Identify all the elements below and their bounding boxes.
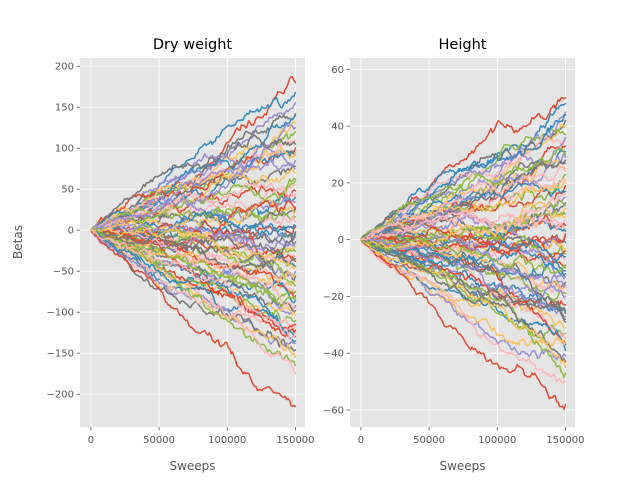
height-series-line [360, 238, 567, 384]
height-series-line [360, 238, 567, 411]
height-y-tick-label: −60 [323, 405, 344, 416]
height-y-tick-label: 20 [331, 178, 344, 189]
dry-weight-series-line [90, 229, 297, 304]
dry-weight-y-tick-label: −150 [47, 349, 74, 360]
height-series-line [360, 193, 567, 244]
height-series-line [360, 238, 567, 347]
height-y-tick-label: 40 [331, 122, 344, 133]
height-series-line [360, 166, 567, 241]
dry-weight-series-line [90, 229, 297, 343]
dry-weight-title: Dry weight [153, 37, 233, 53]
height-y-tick-label: −20 [323, 292, 344, 303]
dry-weight-series-line [90, 229, 297, 352]
dry-weight-series-line [90, 134, 297, 232]
height-series-line [360, 238, 567, 315]
height-series-line [360, 237, 567, 274]
height-series-line [360, 238, 567, 312]
dry-weight-series-line [90, 182, 297, 231]
height-y-tick-label: 60 [331, 65, 344, 76]
height-series-line [360, 238, 567, 321]
height-series-line [360, 238, 567, 267]
dry-weight-y-tick-label: 150 [55, 103, 74, 114]
dry-weight-x-tick-label: 50000 [143, 435, 175, 446]
dry-weight-x-axis-label: Sweeps [169, 459, 215, 473]
height-series-line [360, 209, 567, 242]
dry-weight-series-line [90, 206, 297, 234]
height-x-tick-label: 100000 [478, 435, 516, 446]
dry-weight-y-tick-label: −50 [53, 267, 74, 278]
dry-weight-y-tick-label: −200 [47, 390, 74, 401]
dry-weight-x-tick-label: 150000 [276, 435, 314, 446]
height-x-tick-label: 150000 [546, 435, 584, 446]
height-x-tick-label: 0 [358, 435, 364, 446]
height-series-line [360, 202, 567, 241]
dry-weight-series-line [90, 226, 297, 310]
height-series [360, 96, 567, 411]
dry-weight-series-line [90, 159, 297, 231]
dry-weight-series-line [90, 229, 297, 289]
dry-weight-series-line [90, 102, 297, 231]
dry-weight-series-line [90, 225, 297, 270]
height-ticks: 0 50000 100000 150000 −60 −40 −20 0 20 40 60 [323, 65, 585, 446]
dry-weight-series-line [90, 229, 297, 375]
dry-weight-x-tick-label: 0 [88, 435, 94, 446]
dry-weight-y-tick-label: 200 [55, 62, 74, 73]
height-series-line [360, 234, 567, 288]
dry-weight-y-tick-label: 0 [68, 226, 74, 237]
height-x-tick-label: 50000 [413, 435, 445, 446]
dry-weight-series-line [90, 228, 297, 307]
dry-weight-x-tick-label: 100000 [208, 435, 246, 446]
height-y-tick-label: −40 [323, 349, 344, 360]
dry-weight-y-tick-label: 50 [61, 185, 74, 196]
dry-weight-subplot: 0 50000 100000 150000 −200 −150 −100 −50 0 50 100 1… [11, 37, 315, 473]
dry-weight-ticks: 0 50000 100000 150000 −200 −150 −100 −50 0 50 100 1… [47, 62, 315, 446]
height-series-line [360, 173, 567, 241]
height-series-line [360, 136, 567, 241]
dry-weight-y-tick-label: 100 [55, 144, 74, 155]
dry-weight-y-axis-label: Betas [11, 225, 25, 259]
dry-weight-series-line [90, 210, 297, 241]
height-series-line [360, 229, 567, 263]
height-title: Height [439, 37, 487, 53]
dry-weight-series-line [90, 229, 297, 256]
height-subplot: 0 50000 100000 150000 −60 −40 −20 0 20 40 60 Heigh… [323, 37, 585, 473]
dry-weight-y-tick-label: −100 [47, 308, 74, 319]
height-series-line [360, 147, 567, 241]
height-x-axis-label: Sweeps [439, 459, 485, 473]
dry-weight-series-line [90, 229, 297, 408]
height-series-line [360, 102, 567, 241]
dry-weight-series-line [90, 227, 297, 271]
dry-weight-series-line [90, 229, 297, 342]
height-y-tick-label: 0 [338, 235, 344, 246]
dry-weight-series [90, 76, 297, 408]
